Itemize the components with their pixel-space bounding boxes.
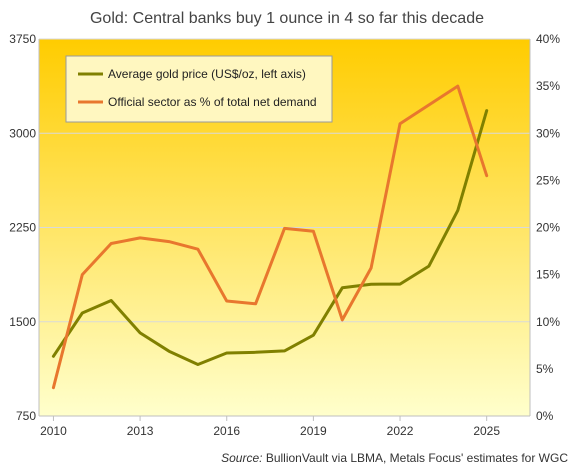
right-axis-tick-label: 0%: [536, 409, 554, 423]
source-note: Source: BullionVault via LBMA, Metals Fo…: [221, 451, 568, 465]
source-label: Source:: [221, 451, 262, 465]
left-axis-tick-labels: 750 1500 2250 3000 3750: [9, 32, 36, 423]
right-axis-tick-labels: 0% 5% 10% 15% 20% 25% 30% 35% 40%: [536, 32, 560, 423]
legend-label-official-sector: Official sector as % of total net demand: [108, 95, 317, 109]
series-line-gold-price: [51, 109, 489, 366]
source-text: BullionVault via LBMA, Metals Focus' est…: [266, 451, 569, 465]
right-axis-tick-label: 35%: [536, 79, 560, 93]
right-axis-tick-label: 20%: [536, 221, 560, 235]
right-axis-tick-label: 40%: [536, 32, 560, 46]
x-axis-tick-labels: 2010 2013 2016 2019 2022 2025: [40, 424, 500, 438]
legend-box: [65, 55, 333, 123]
right-axis-tick-label: 10%: [536, 315, 560, 329]
series-line-official-sector: [51, 84, 489, 390]
x-axis-tick-label: 2016: [213, 424, 240, 438]
right-axis-tick-label: 30%: [536, 126, 560, 140]
chart-title: Gold: Central banks buy 1 ounce in 4 so …: [90, 10, 484, 27]
left-axis-tick-label: 1500: [9, 315, 36, 329]
right-axis-tick-label: 15%: [536, 268, 560, 282]
x-axis-tick-label: 2019: [300, 424, 327, 438]
right-axis-tick-label: 25%: [536, 173, 560, 187]
left-axis-tick-label: 3750: [9, 32, 36, 46]
series-lines: [51, 84, 489, 390]
legend-label-gold-price: Average gold price (US$/oz, left axis): [108, 67, 306, 81]
legend: Average gold price (US$/oz, left axis) O…: [65, 55, 333, 123]
left-axis-tick-label: 3000: [9, 126, 36, 140]
left-axis-tick-label: 2250: [9, 221, 36, 235]
left-axis-tick-label: 750: [16, 409, 36, 423]
x-axis-tick-label: 2025: [473, 424, 500, 438]
axes: [38, 39, 531, 421]
x-axis-tick-label: 2013: [127, 424, 154, 438]
right-axis-tick-label: 5%: [536, 362, 554, 376]
x-axis-tick-label: 2022: [387, 424, 414, 438]
x-axis-tick-label: 2010: [40, 424, 67, 438]
